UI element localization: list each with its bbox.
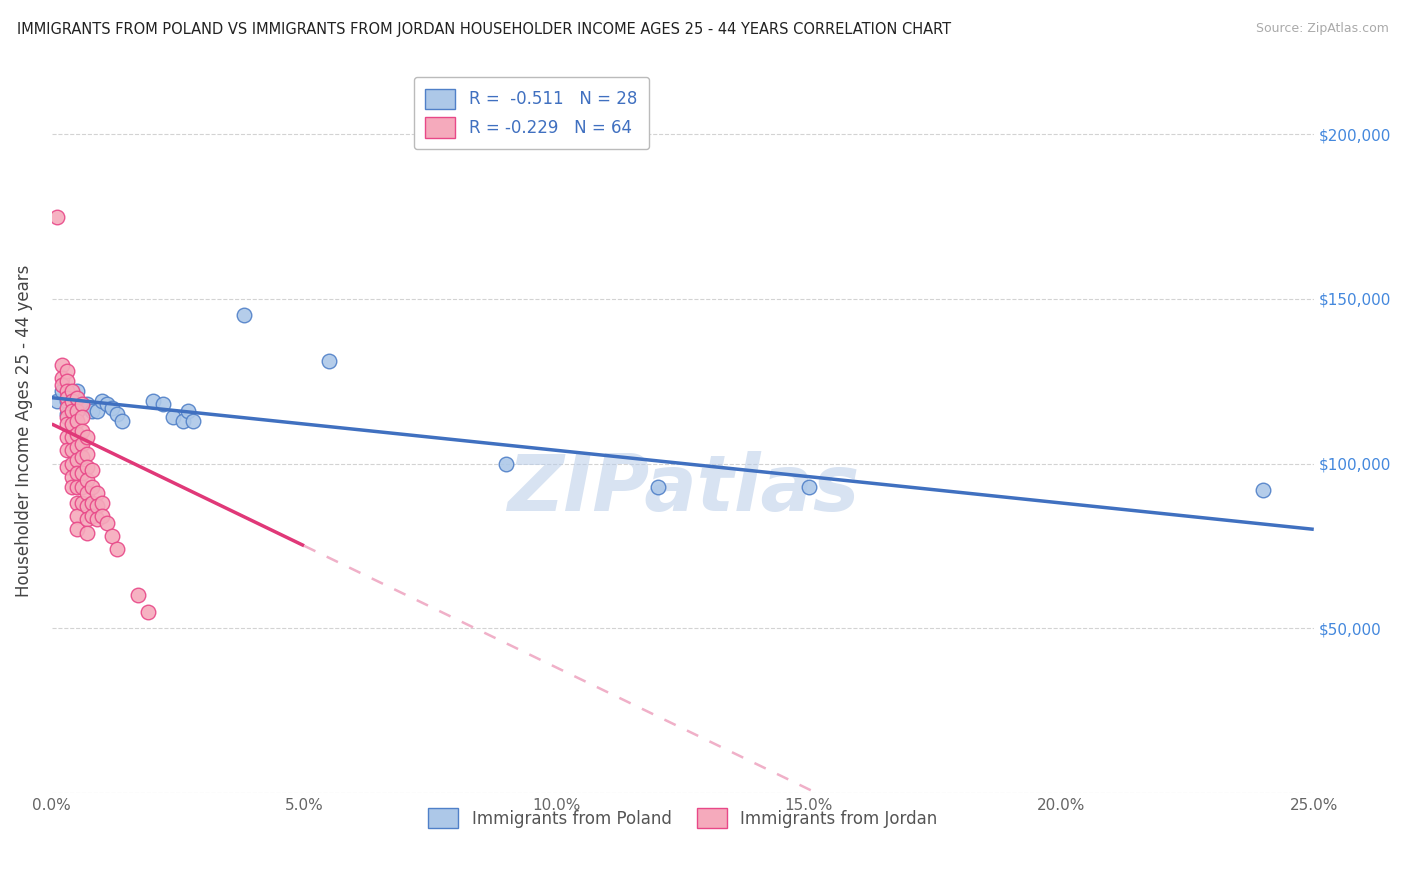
Point — [66, 522, 89, 536]
Y-axis label: Householder Income Ages 25 - 44 years: Householder Income Ages 25 - 44 years — [15, 264, 32, 597]
Point — [70, 397, 93, 411]
Point — [91, 394, 114, 409]
Point — [76, 459, 98, 474]
Point — [1251, 483, 1274, 497]
Point — [51, 377, 73, 392]
Point — [66, 440, 89, 454]
Point — [86, 500, 108, 514]
Point — [82, 404, 104, 418]
Point — [232, 309, 254, 323]
Point — [172, 414, 194, 428]
Point — [70, 410, 93, 425]
Point — [66, 479, 89, 493]
Point — [70, 450, 93, 464]
Point — [66, 404, 89, 418]
Point — [56, 417, 79, 431]
Point — [60, 384, 83, 398]
Point — [82, 496, 104, 510]
Point — [86, 486, 108, 500]
Point — [495, 457, 517, 471]
Point — [60, 404, 83, 418]
Point — [60, 430, 83, 444]
Text: Source: ZipAtlas.com: Source: ZipAtlas.com — [1256, 22, 1389, 36]
Point — [76, 447, 98, 461]
Point — [82, 479, 104, 493]
Point — [51, 371, 73, 385]
Point — [177, 404, 200, 418]
Point — [56, 410, 79, 425]
Point — [56, 443, 79, 458]
Point — [76, 430, 98, 444]
Point — [76, 397, 98, 411]
Point — [56, 384, 79, 398]
Point — [105, 407, 128, 421]
Point — [181, 414, 204, 428]
Text: IMMIGRANTS FROM POLAND VS IMMIGRANTS FROM JORDAN HOUSEHOLDER INCOME AGES 25 - 44: IMMIGRANTS FROM POLAND VS IMMIGRANTS FRO… — [17, 22, 950, 37]
Point — [60, 443, 83, 458]
Point — [66, 453, 89, 467]
Point — [76, 512, 98, 526]
Point — [797, 479, 820, 493]
Point — [76, 473, 98, 487]
Point — [70, 496, 93, 510]
Point — [56, 430, 79, 444]
Point — [45, 210, 67, 224]
Point — [66, 426, 89, 441]
Point — [105, 542, 128, 557]
Point — [60, 457, 83, 471]
Point — [60, 479, 83, 493]
Point — [66, 404, 89, 418]
Point — [111, 414, 134, 428]
Point — [66, 467, 89, 481]
Point — [76, 486, 98, 500]
Point — [56, 391, 79, 405]
Point — [70, 424, 93, 438]
Point — [56, 401, 79, 415]
Point — [56, 459, 79, 474]
Point — [56, 364, 79, 378]
Point — [66, 391, 89, 405]
Point — [76, 525, 98, 540]
Point — [162, 410, 184, 425]
Point — [101, 529, 124, 543]
Point — [91, 509, 114, 524]
Point — [136, 605, 159, 619]
Point — [60, 394, 83, 409]
Text: ZIPatlas: ZIPatlas — [506, 450, 859, 526]
Point — [142, 394, 165, 409]
Point — [82, 509, 104, 524]
Point — [60, 469, 83, 483]
Point — [96, 516, 118, 530]
Point — [66, 509, 89, 524]
Point — [82, 463, 104, 477]
Point — [70, 436, 93, 450]
Point — [70, 397, 93, 411]
Point — [56, 407, 79, 421]
Point — [66, 496, 89, 510]
Point — [152, 397, 174, 411]
Point — [56, 394, 79, 409]
Point — [51, 384, 73, 398]
Point — [101, 401, 124, 415]
Point — [56, 374, 79, 388]
Point — [76, 500, 98, 514]
Point — [70, 467, 93, 481]
Point — [45, 394, 67, 409]
Point — [318, 354, 340, 368]
Point — [60, 417, 83, 431]
Point — [86, 512, 108, 526]
Point — [86, 404, 108, 418]
Point — [127, 588, 149, 602]
Point — [66, 384, 89, 398]
Point — [60, 394, 83, 409]
Point — [66, 414, 89, 428]
Point — [51, 358, 73, 372]
Legend: Immigrants from Poland, Immigrants from Jordan: Immigrants from Poland, Immigrants from … — [422, 801, 943, 835]
Point — [91, 496, 114, 510]
Point — [647, 479, 669, 493]
Point — [70, 479, 93, 493]
Point — [96, 397, 118, 411]
